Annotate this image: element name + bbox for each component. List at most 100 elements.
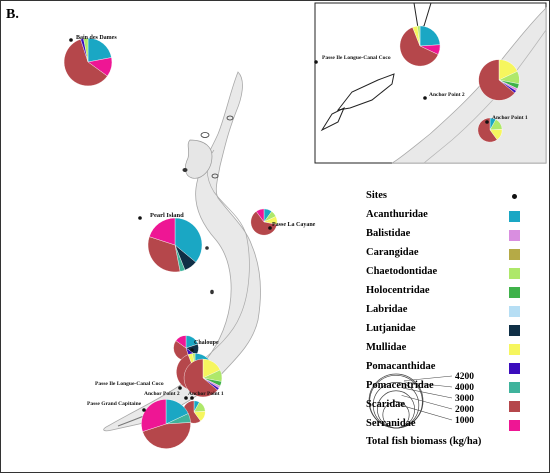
pie-slice-scaridae	[183, 358, 218, 398]
legend-swatch-pomacanthidae	[509, 363, 520, 374]
main-island-reef	[103, 71, 261, 432]
site-dot-anchor-point-1	[184, 396, 188, 400]
pie-slice-scaridae	[63, 38, 108, 87]
site-dot-pearl-island	[138, 216, 142, 220]
islet-5	[205, 246, 209, 250]
site-label-pearl-island: Pearl Island	[150, 212, 184, 219]
legend-row-lutjanidae: Lutjanidae	[366, 323, 546, 339]
pie-slice-scaridae	[399, 27, 439, 67]
legend-swatch-labridae	[509, 306, 520, 317]
size-label-4000: 4000	[455, 383, 474, 393]
pie-slice-serranidae	[255, 208, 265, 223]
pie-slice-serranidae	[175, 335, 187, 349]
size-leader-1000	[399, 404, 453, 421]
site-dot-anchor-point-1-inset	[485, 120, 489, 124]
site-label-passe-ile-longue: Passe Ile Longue-Canal Coco	[95, 381, 164, 387]
legend-row-sites: Sites	[366, 190, 546, 206]
site-label-anchor-point-1: Anchor Point 1	[188, 391, 224, 397]
site-dot-passe-ile-longue-canal-coco	[178, 386, 182, 390]
pie-layer	[63, 25, 520, 449]
legend-row-acanthuridae: Acanthuridae	[366, 209, 546, 225]
inset-lagoon-edge	[423, 29, 547, 164]
legend-swatch-pomacentridae	[509, 382, 520, 393]
pie-pearl-island	[147, 217, 203, 273]
legend-swatch-chaetodontidae	[509, 268, 520, 279]
pie-slice-acanthuridae	[419, 25, 441, 47]
islet-1	[200, 132, 210, 138]
islet-6	[210, 289, 214, 295]
site-dot-passe-ile-longue-canal-coco-inset	[314, 60, 318, 64]
pie-slice-scaridae	[477, 117, 498, 143]
site-label-bain-des-dames: Bain des Dames	[76, 35, 117, 41]
site-dot-bain-des-dames	[69, 38, 73, 42]
site-dot-passe-la-cayane	[268, 226, 272, 230]
pie-slice-scaridae	[478, 59, 516, 101]
legend-label-scaridae: Scaridae	[366, 399, 406, 410]
islet-3	[182, 168, 188, 172]
legend-swatch-lutjanidae	[509, 325, 520, 336]
site-label-chaloupe: Chaloupe	[194, 340, 219, 346]
legend-label-acanthuridae: Acanthuridae	[366, 209, 428, 220]
legend-row-pomacentridae: Pomacentridae	[366, 380, 546, 396]
pie-slice-scaridae	[147, 236, 181, 273]
legend-label-lutjanidae: Lutjanidae	[366, 323, 416, 334]
inset-label-anchor-point-1: Anchor Point 1	[492, 115, 528, 121]
legend-row-scaridae: Scaridae	[366, 399, 546, 415]
size-circle-1000	[382, 401, 410, 429]
pie-anchor-point-1-inset	[477, 117, 503, 143]
north-atoll	[185, 139, 213, 179]
site-label-passe-la-cayane: Passe La Cayane	[272, 222, 316, 228]
legend-label-pomacanthidae: Pomacanthidae	[366, 361, 436, 372]
lagoon-outline	[195, 149, 250, 367]
size-leader-4200	[404, 375, 453, 382]
legend-sites-label: Sites	[366, 190, 387, 201]
legend-row-biomass-title: Total fish biomass (kg/ha)	[366, 436, 546, 452]
size-leader-3000	[402, 387, 453, 399]
legend-swatch-balistidae	[509, 230, 520, 241]
legend-label-mullidae: Mullidae	[366, 342, 407, 353]
legend-swatch-carangidae	[509, 249, 520, 260]
legend-swatch-serranidae	[509, 420, 520, 431]
inset-land	[391, 7, 547, 164]
inset-reef-top	[413, 2, 432, 29]
size-label-4200: 4200	[455, 372, 474, 382]
pie-slice-acanthuridae	[87, 37, 112, 63]
inset-label-passe-ile-longue: Passe Ile Longue-Canal Coco	[322, 55, 391, 61]
legend-label-holocentridae: Holocentridae	[366, 285, 430, 296]
legend-label-balistidae: Balistidae	[366, 228, 411, 239]
pie-slice-scaridae	[142, 422, 191, 449]
site-dot-anchor-point-2-inset	[423, 96, 427, 100]
pie-slice-chaetodontidae	[83, 37, 89, 63]
pie-slice-serranidae	[149, 217, 176, 246]
legend-row-holocentridae: Holocentridae	[366, 285, 546, 301]
legend-row-labridae: Labridae	[366, 304, 546, 320]
legend-row-pomacanthidae: Pomacanthidae	[366, 361, 546, 377]
legend-label-serranidae: Serranidae	[366, 418, 416, 429]
inset-reef-left	[336, 73, 395, 111]
legend-row-carangidae: Carangidae	[366, 247, 546, 263]
site-dot-chaloupe	[190, 348, 194, 352]
size-leader-4000	[403, 381, 453, 388]
legend-row-balistidae: Balistidae	[366, 228, 546, 244]
islet-4	[211, 173, 219, 179]
size-label-3000: 3000	[455, 394, 474, 404]
biomass-size-legend	[368, 373, 453, 429]
pie-passe-ile-longue-canal-coco-inset	[399, 25, 441, 67]
legend-label-carangidae: Carangidae	[366, 247, 419, 258]
legend-label-labridae: Labridae	[366, 304, 408, 315]
legend-biomass-title: Total fish biomass (kg/ha)	[366, 436, 482, 447]
size-label-2000: 2000	[455, 405, 474, 415]
pie-slice-acanthuridae	[174, 217, 203, 263]
pie-anchor-point-2-inset	[478, 59, 520, 101]
legend-row-chaetodontidae: Chaetodontidae	[366, 266, 546, 282]
inset-reef-bottom	[320, 106, 345, 132]
pie-anchor-point-2	[183, 358, 223, 398]
pie-slice-serranidae	[141, 399, 167, 432]
legend-swatch-acanthuridae	[509, 211, 520, 222]
site-label-anchor-point-2: Anchor Point 2	[144, 391, 180, 397]
legend-row-serranidae: Serranidae	[366, 418, 546, 434]
size-label-1000: 1000	[455, 416, 474, 426]
legend-label-chaetodontidae: Chaetodontidae	[366, 266, 438, 277]
site-label-passe-grand-capitaine: Passe Grand Capitaine	[87, 401, 142, 407]
